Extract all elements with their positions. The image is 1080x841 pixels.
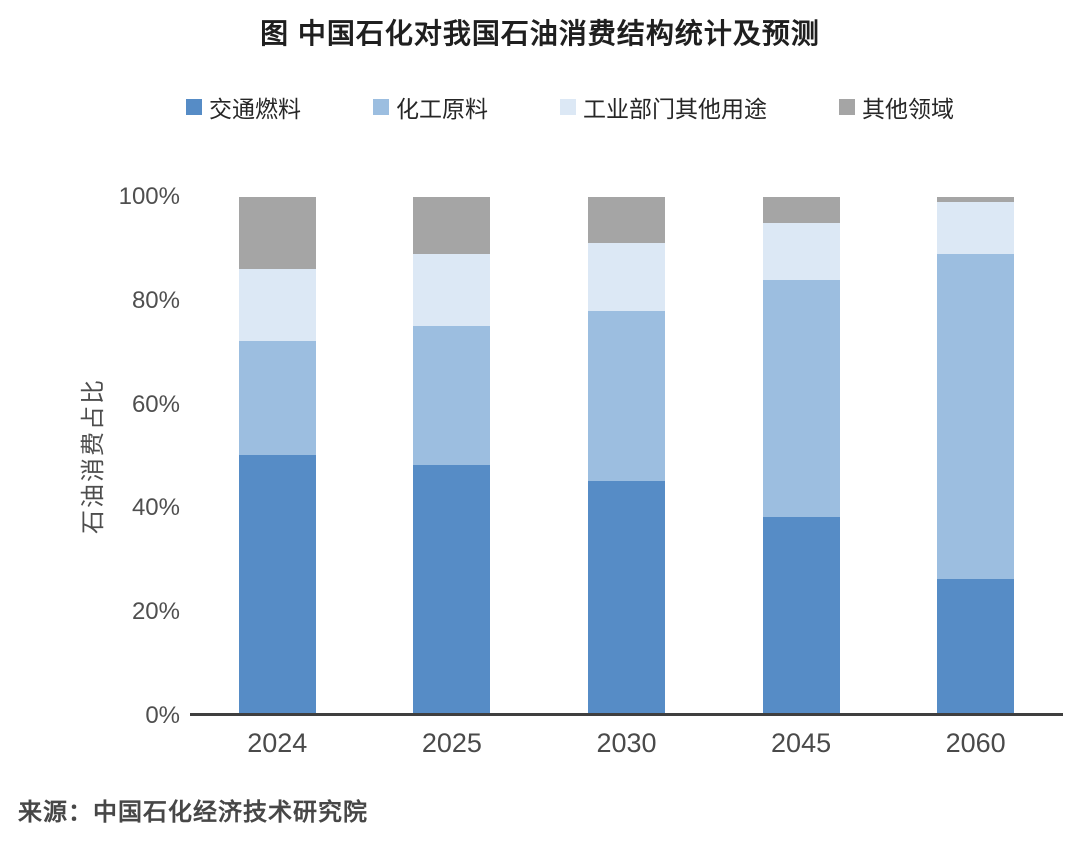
y-tick-100: 100% xyxy=(118,183,180,210)
bar-segment-2060-工业部门其他用途 xyxy=(937,202,1015,254)
stacked-bar-2025 xyxy=(413,197,491,713)
bar-segment-2060-其他领域 xyxy=(937,197,1015,203)
bar-slot-2060 xyxy=(888,197,1063,713)
bar-slot-2030 xyxy=(539,197,714,713)
bar-segment-2024-其他领域 xyxy=(238,197,316,270)
source-line: 来源：中国石化经济技术研究院 xyxy=(18,799,368,826)
legend-swatch-icon xyxy=(373,99,389,115)
bar-segment-2045-其他领域 xyxy=(762,197,840,223)
bar-segment-2025-交通燃料 xyxy=(413,465,491,713)
bar-segment-2060-化工原料 xyxy=(937,253,1015,579)
y-tick-40: 40% xyxy=(131,494,180,521)
y-axis-title: 石油消费占比 xyxy=(80,378,107,534)
legend: 交通燃料 化工原料 工业部门其他用途 其他领域 xyxy=(100,90,1040,124)
bar-segment-2030-工业部门其他用途 xyxy=(587,243,665,311)
stacked-bar-2045 xyxy=(762,197,840,713)
x-label-2030: 2030 xyxy=(596,728,657,758)
legend-item-industrial-other: 工业部门其他用途 xyxy=(560,90,767,124)
legend-swatch-icon xyxy=(839,99,855,115)
legend-item-chemical-feedstock: 化工原料 xyxy=(373,90,488,124)
x-label-2060: 2060 xyxy=(945,728,1006,758)
legend-label: 其他领域 xyxy=(862,96,954,122)
bar-segment-2024-工业部门其他用途 xyxy=(238,269,316,342)
bar-segment-2030-交通燃料 xyxy=(587,480,665,713)
legend-item-transport-fuel: 交通燃料 xyxy=(186,90,301,124)
x-label-2024: 2024 xyxy=(247,728,308,758)
y-tick-80: 80% xyxy=(131,287,180,314)
bar-segment-2030-其他领域 xyxy=(587,197,665,244)
y-tick-20: 20% xyxy=(131,598,180,625)
y-tick-0: 0% xyxy=(145,702,180,729)
bar-segment-2030-化工原料 xyxy=(587,310,665,481)
x-axis-labels: 2024 2025 2030 2045 2060 xyxy=(190,728,1063,759)
bar-segment-2025-工业部门其他用途 xyxy=(413,253,491,327)
x-label-2025: 2025 xyxy=(421,728,482,758)
legend-label: 化工原料 xyxy=(396,96,488,122)
bar-segment-2045-化工原料 xyxy=(762,279,840,517)
legend-label: 交通燃料 xyxy=(209,96,301,122)
bar-segment-2045-交通燃料 xyxy=(762,516,840,713)
x-label-2045: 2045 xyxy=(771,728,832,758)
plot-area xyxy=(190,197,1063,716)
stacked-bar-2024 xyxy=(238,197,316,713)
legend-swatch-icon xyxy=(186,99,202,115)
legend-swatch-icon xyxy=(560,99,576,115)
stacked-bar-2060 xyxy=(937,197,1015,713)
bar-segment-2024-交通燃料 xyxy=(238,455,316,713)
bar-segment-2025-化工原料 xyxy=(413,326,491,466)
bar-segment-2045-工业部门其他用途 xyxy=(762,222,840,280)
legend-label: 工业部门其他用途 xyxy=(583,96,767,122)
bar-slot-2024 xyxy=(190,197,365,713)
legend-item-other-fields: 其他领域 xyxy=(839,90,954,124)
stacked-bar-2030 xyxy=(587,197,665,713)
chart-title: 图 中国石化对我国石油消费结构统计及预测 xyxy=(260,18,820,49)
bar-slot-2045 xyxy=(714,197,889,713)
bar-segment-2024-化工原料 xyxy=(238,341,316,455)
bar-segment-2025-其他领域 xyxy=(413,197,491,254)
bar-slot-2025 xyxy=(365,197,540,713)
bar-segment-2060-交通燃料 xyxy=(937,578,1015,713)
y-tick-60: 60% xyxy=(131,391,180,418)
